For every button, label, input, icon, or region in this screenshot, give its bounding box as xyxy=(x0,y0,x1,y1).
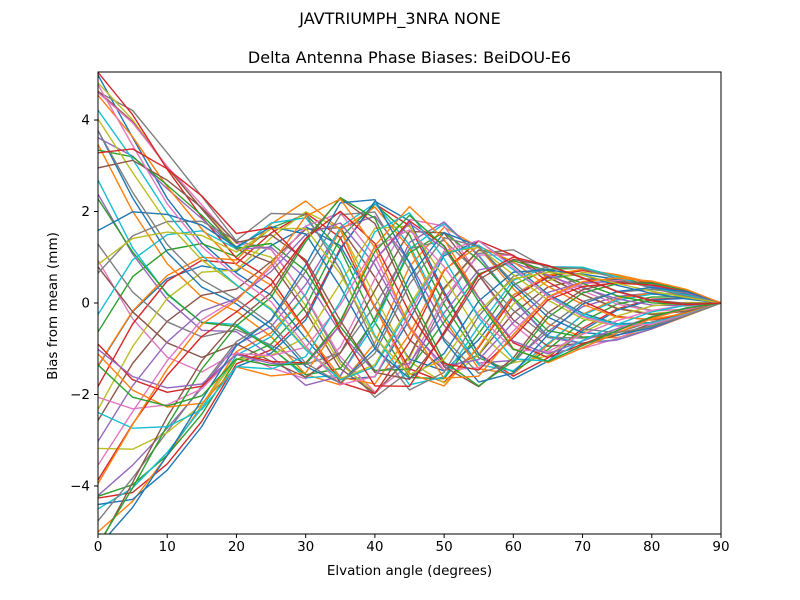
axes-title: Delta Antenna Phase Biases: BeiDOU-E6 xyxy=(247,48,572,67)
x-tick-label: 30 xyxy=(297,539,314,555)
x-axis-label: Elvation angle (degrees) xyxy=(326,563,493,579)
bias-line xyxy=(98,217,721,386)
x-tick-label: 60 xyxy=(505,539,522,555)
x-tick-label: 0 xyxy=(94,539,103,555)
x-tick-label: 40 xyxy=(366,539,383,555)
bias-line xyxy=(98,136,721,373)
x-tick-label: 10 xyxy=(159,539,176,555)
bias-line xyxy=(98,91,721,393)
x-tick-label: 70 xyxy=(574,539,591,555)
bias-line xyxy=(98,83,721,386)
bias-line xyxy=(98,94,721,385)
bias-line xyxy=(98,148,721,387)
bias-line xyxy=(98,211,721,522)
x-tick-label: 20 xyxy=(228,539,245,555)
bias-line xyxy=(98,225,721,450)
bias-line xyxy=(98,214,721,407)
y-tick-label: 4 xyxy=(81,113,90,129)
bias-line xyxy=(98,82,721,394)
y-tick-label: 0 xyxy=(81,296,90,312)
bias-line xyxy=(98,227,721,376)
bias-line xyxy=(98,129,721,384)
bias-line xyxy=(98,129,721,384)
bias-line xyxy=(98,143,721,386)
bias-lines xyxy=(98,72,721,534)
bias-line xyxy=(98,225,721,372)
bias-line xyxy=(98,202,721,510)
bias-line xyxy=(98,198,721,485)
bias-line xyxy=(98,222,721,389)
bias-line xyxy=(104,197,721,534)
bias-line xyxy=(98,218,721,380)
axes: 0 10 20 30 40 50 60 70 80 90 −4 −2 0 2 4 xyxy=(70,71,730,555)
x-tick-label: 80 xyxy=(643,539,660,555)
bias-line xyxy=(98,193,721,386)
figure-title: JAVTRIUMPH_3NRA NONE xyxy=(299,9,501,28)
y-tick-label: −4 xyxy=(70,478,90,494)
bias-line xyxy=(98,90,721,395)
bias-line xyxy=(98,149,721,372)
bias-line xyxy=(98,212,721,429)
y-tick-label: 2 xyxy=(81,204,90,220)
y-tick-label: −2 xyxy=(70,387,90,403)
bias-line xyxy=(98,229,721,410)
x-tick-label: 50 xyxy=(436,539,453,555)
y-axis-label: Bias from mean (mm) xyxy=(45,232,61,380)
x-tick-label: 90 xyxy=(712,539,729,555)
